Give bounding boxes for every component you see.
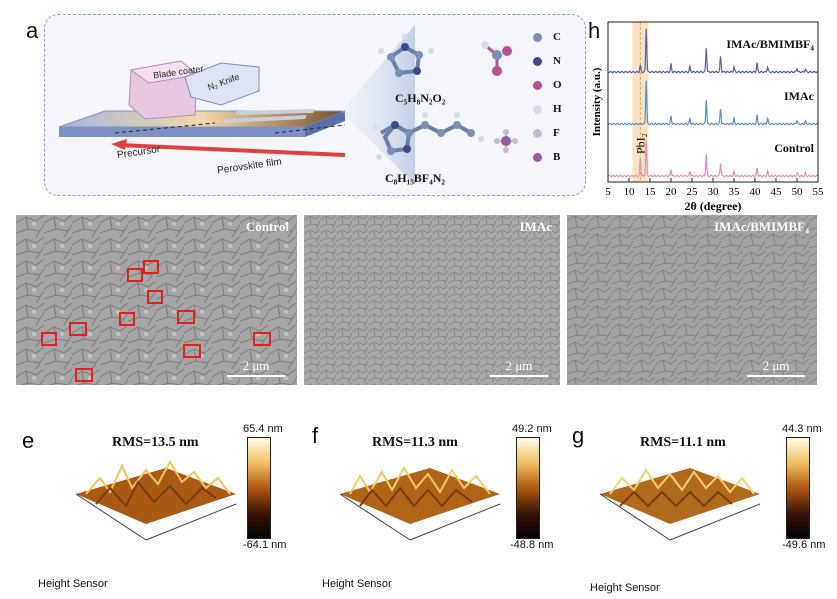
sem-image-imac: IMAc 2 μm (304, 215, 560, 385)
legend-label-o: O (553, 79, 562, 91)
scale-bar: 2 μm (747, 358, 805, 377)
molecule-2-formula: C₈H₁₅BF₄N₂ (385, 171, 445, 185)
x-tick-label-5: 30 (708, 186, 720, 198)
sem-label-imac-bmimbf4: IMAc/BMIMBF₄ (714, 219, 809, 234)
afm-colorbar-min-control: -64.1 nm (243, 539, 287, 551)
x-tick-label-2: 15 (645, 186, 657, 198)
molecule-1-icon (378, 34, 512, 86)
scale-bar-label: 2 μm (505, 358, 533, 373)
x-tick-label-7: 40 (750, 186, 762, 198)
afm-surface-control (75, 459, 237, 541)
panel-letter-h: h (588, 18, 601, 43)
afm-colorbar-max-imac: 49.2 nm (512, 423, 552, 435)
sem-label-control: Control (245, 219, 289, 234)
panel-letter-e: e (22, 428, 35, 453)
afm-colorbar-control (247, 437, 271, 539)
legend-label-f: F (553, 127, 560, 139)
legend-dot-h (533, 105, 542, 114)
y-axis-label: Intensity (a.u.) (591, 67, 603, 136)
xrd-series-1 (607, 80, 818, 126)
legend-label-h: H (553, 103, 562, 115)
legend-label-c: C (553, 31, 561, 43)
xrd-chart: PbI₂ IMAc/BMIMBF₄ IMAc Control 5 10 15 20 25 30 35… (591, 21, 825, 213)
legend-label-b: B (553, 151, 561, 163)
panel-letter-a: a (26, 18, 39, 43)
panel-letter-g: g (572, 423, 585, 448)
x-tick-label-6: 35 (729, 186, 741, 198)
pbi2-annotation: PbI₂ (633, 133, 647, 154)
afm-colorbar-max-imac-bmimbf4: 44.3 nm (782, 423, 822, 435)
legend-dot-f (533, 129, 542, 138)
x-axis-label: 2θ (degree) (684, 199, 741, 213)
afm-colorbar-max-control: 65.4 nm (243, 423, 283, 435)
series-label-1: IMAc (784, 89, 815, 103)
scale-bar-label: 2 μm (242, 358, 270, 373)
afm-surface-imac-bmimbf4 (599, 468, 761, 541)
xrd-series-2 (607, 140, 819, 178)
sem-texture-b (16, 215, 297, 385)
x-tick-label-10: 55 (813, 186, 825, 198)
afm-colorbar-min-imac: -48.8 nm (510, 539, 554, 551)
afm-colorbar-imac (516, 437, 540, 539)
legend-dot-n (533, 57, 542, 66)
legend-dot-b (533, 153, 542, 162)
x-tick-label-9: 50 (792, 186, 804, 198)
afm-colorbar-min-imac-bmimbf4: -49.6 nm (782, 539, 826, 551)
x-tick-label-3: 20 (666, 186, 678, 198)
sem-label-imac: IMAc (519, 219, 553, 234)
schematic-panel: Blade coater N₂ Knife Precursor Perovski… (44, 14, 586, 196)
sem-image-control: Control 2 μm (16, 215, 297, 385)
height-sensor-label-imac-bmimbf4: Height Sensor (590, 582, 660, 594)
series-label-2: Control (774, 141, 814, 155)
x-tick-label-0: 5 (605, 186, 611, 198)
xrd-series-0 (607, 28, 819, 74)
height-sensor-label-imac: Height Sensor (322, 578, 392, 590)
sem-image-imac-bmimbf4: IMAc/BMIMBF₄ 2 μm (567, 215, 817, 385)
series-label-0: IMAc/BMIMBF₄ (726, 37, 814, 51)
afm-rms-imac: RMS=11.3 nm (372, 435, 458, 450)
scale-bar: 2 μm (227, 358, 285, 377)
blade-coating-illustration (58, 25, 518, 185)
sem-texture-c (304, 215, 560, 385)
x-tick-label-4: 25 (687, 186, 699, 198)
height-sensor-label-control: Height Sensor (38, 578, 108, 590)
afm-rms-imac-bmimbf4: RMS=11.1 nm (640, 435, 726, 450)
molecule-2-icon (372, 112, 518, 160)
scale-bar-label: 2 μm (762, 358, 790, 373)
afm-colorbar-imac-bmimbf4 (786, 437, 810, 539)
x-tick-label-8: 45 (771, 186, 783, 198)
molecule-1-formula: C₅H₈N₂O₂ (395, 91, 446, 105)
legend-label-n: N (553, 55, 561, 67)
sem-texture-d (567, 215, 817, 385)
scale-bar: 2 μm (490, 358, 548, 377)
panel-letter-f: f (312, 423, 319, 448)
afm-surface-imac (339, 465, 501, 541)
legend-dot-c (533, 33, 542, 42)
afm-rms-control: RMS=13.5 nm (112, 435, 199, 450)
x-tick-label-1: 10 (624, 186, 636, 198)
legend-dot-o (533, 81, 542, 90)
